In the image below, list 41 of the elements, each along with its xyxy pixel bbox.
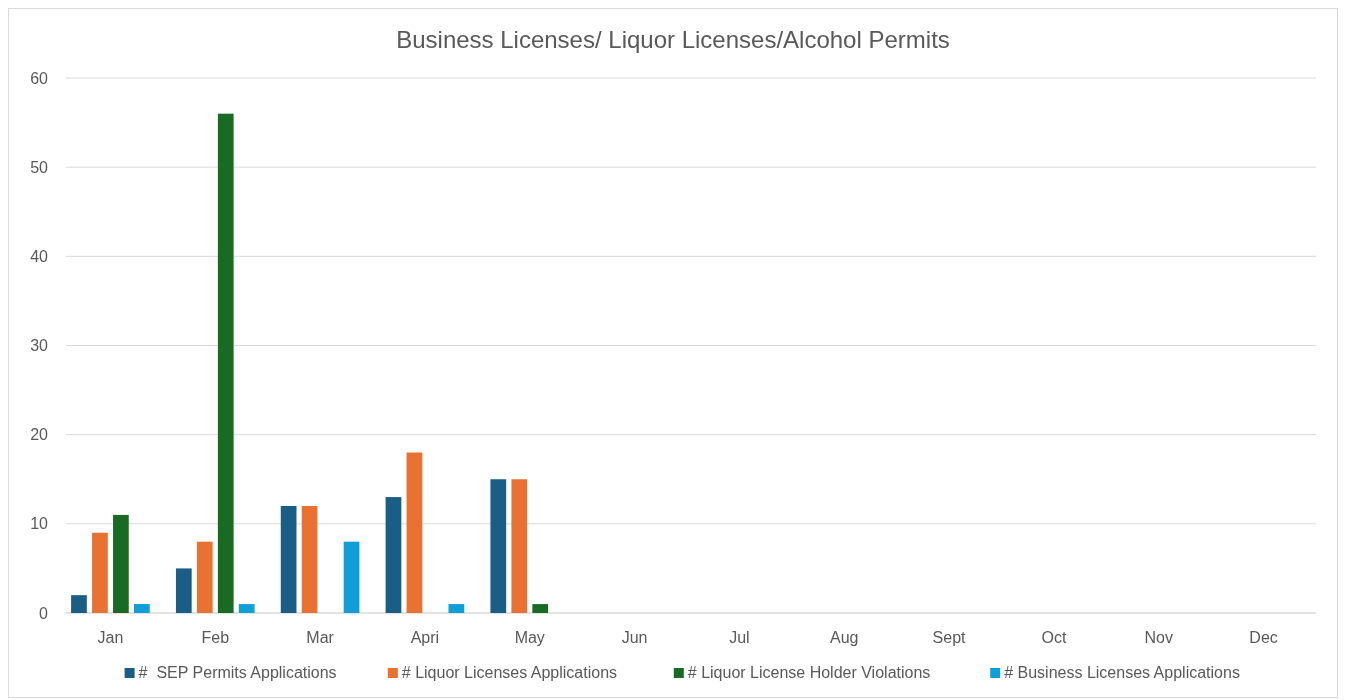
- x-tick-label: Sept: [932, 629, 967, 646]
- bar: [385, 497, 402, 613]
- y-tick-label: 30: [30, 337, 49, 355]
- x-tick-label: Feb: [201, 629, 230, 646]
- y-tick-label: 20: [30, 426, 49, 444]
- bar: [217, 113, 234, 613]
- bar: [490, 479, 507, 613]
- bar: [238, 604, 255, 613]
- legend-label: # Liquor Licenses Applications: [401, 664, 618, 681]
- bar: [134, 604, 150, 613]
- x-tick-label: Oct: [1041, 629, 1067, 646]
- x-tick-label: Aug: [830, 629, 859, 646]
- x-tick-label: Nov: [1144, 629, 1173, 646]
- bar: [71, 595, 87, 613]
- legend-label: # SEP Permits Applications: [138, 664, 337, 681]
- y-tick-label: 0: [39, 604, 49, 622]
- x-tick-label: Jun: [621, 629, 648, 646]
- bar: [511, 479, 528, 613]
- bar: [280, 506, 297, 613]
- legend-label: # Liquor License Holder Violations: [687, 664, 931, 681]
- bar: [532, 604, 549, 613]
- x-tick-label: Mar: [306, 629, 335, 646]
- y-tick-label: 60: [30, 69, 49, 87]
- bar: [92, 532, 108, 613]
- x-tick-label: Jan: [97, 629, 124, 646]
- x-tick-label: Jul: [729, 629, 750, 646]
- bar: [113, 514, 129, 613]
- y-tick-label: 10: [30, 515, 49, 533]
- bar: [196, 541, 213, 613]
- bar: [343, 541, 360, 613]
- x-tick-label: Dec: [1249, 629, 1278, 646]
- x-tick-label: May: [514, 629, 545, 646]
- bar: [301, 506, 318, 613]
- bar: [175, 568, 192, 613]
- y-tick-label: 40: [30, 247, 49, 265]
- y-tick-label: 50: [30, 158, 49, 176]
- legend-label: # Business Licenses Applications: [1004, 664, 1240, 681]
- chart-title: Business Licenses/ Liquor Licenses/Alcohol Permits: [396, 26, 950, 53]
- bar: [448, 604, 465, 613]
- x-tick-label: Apri: [410, 629, 440, 646]
- bar: [406, 452, 423, 613]
